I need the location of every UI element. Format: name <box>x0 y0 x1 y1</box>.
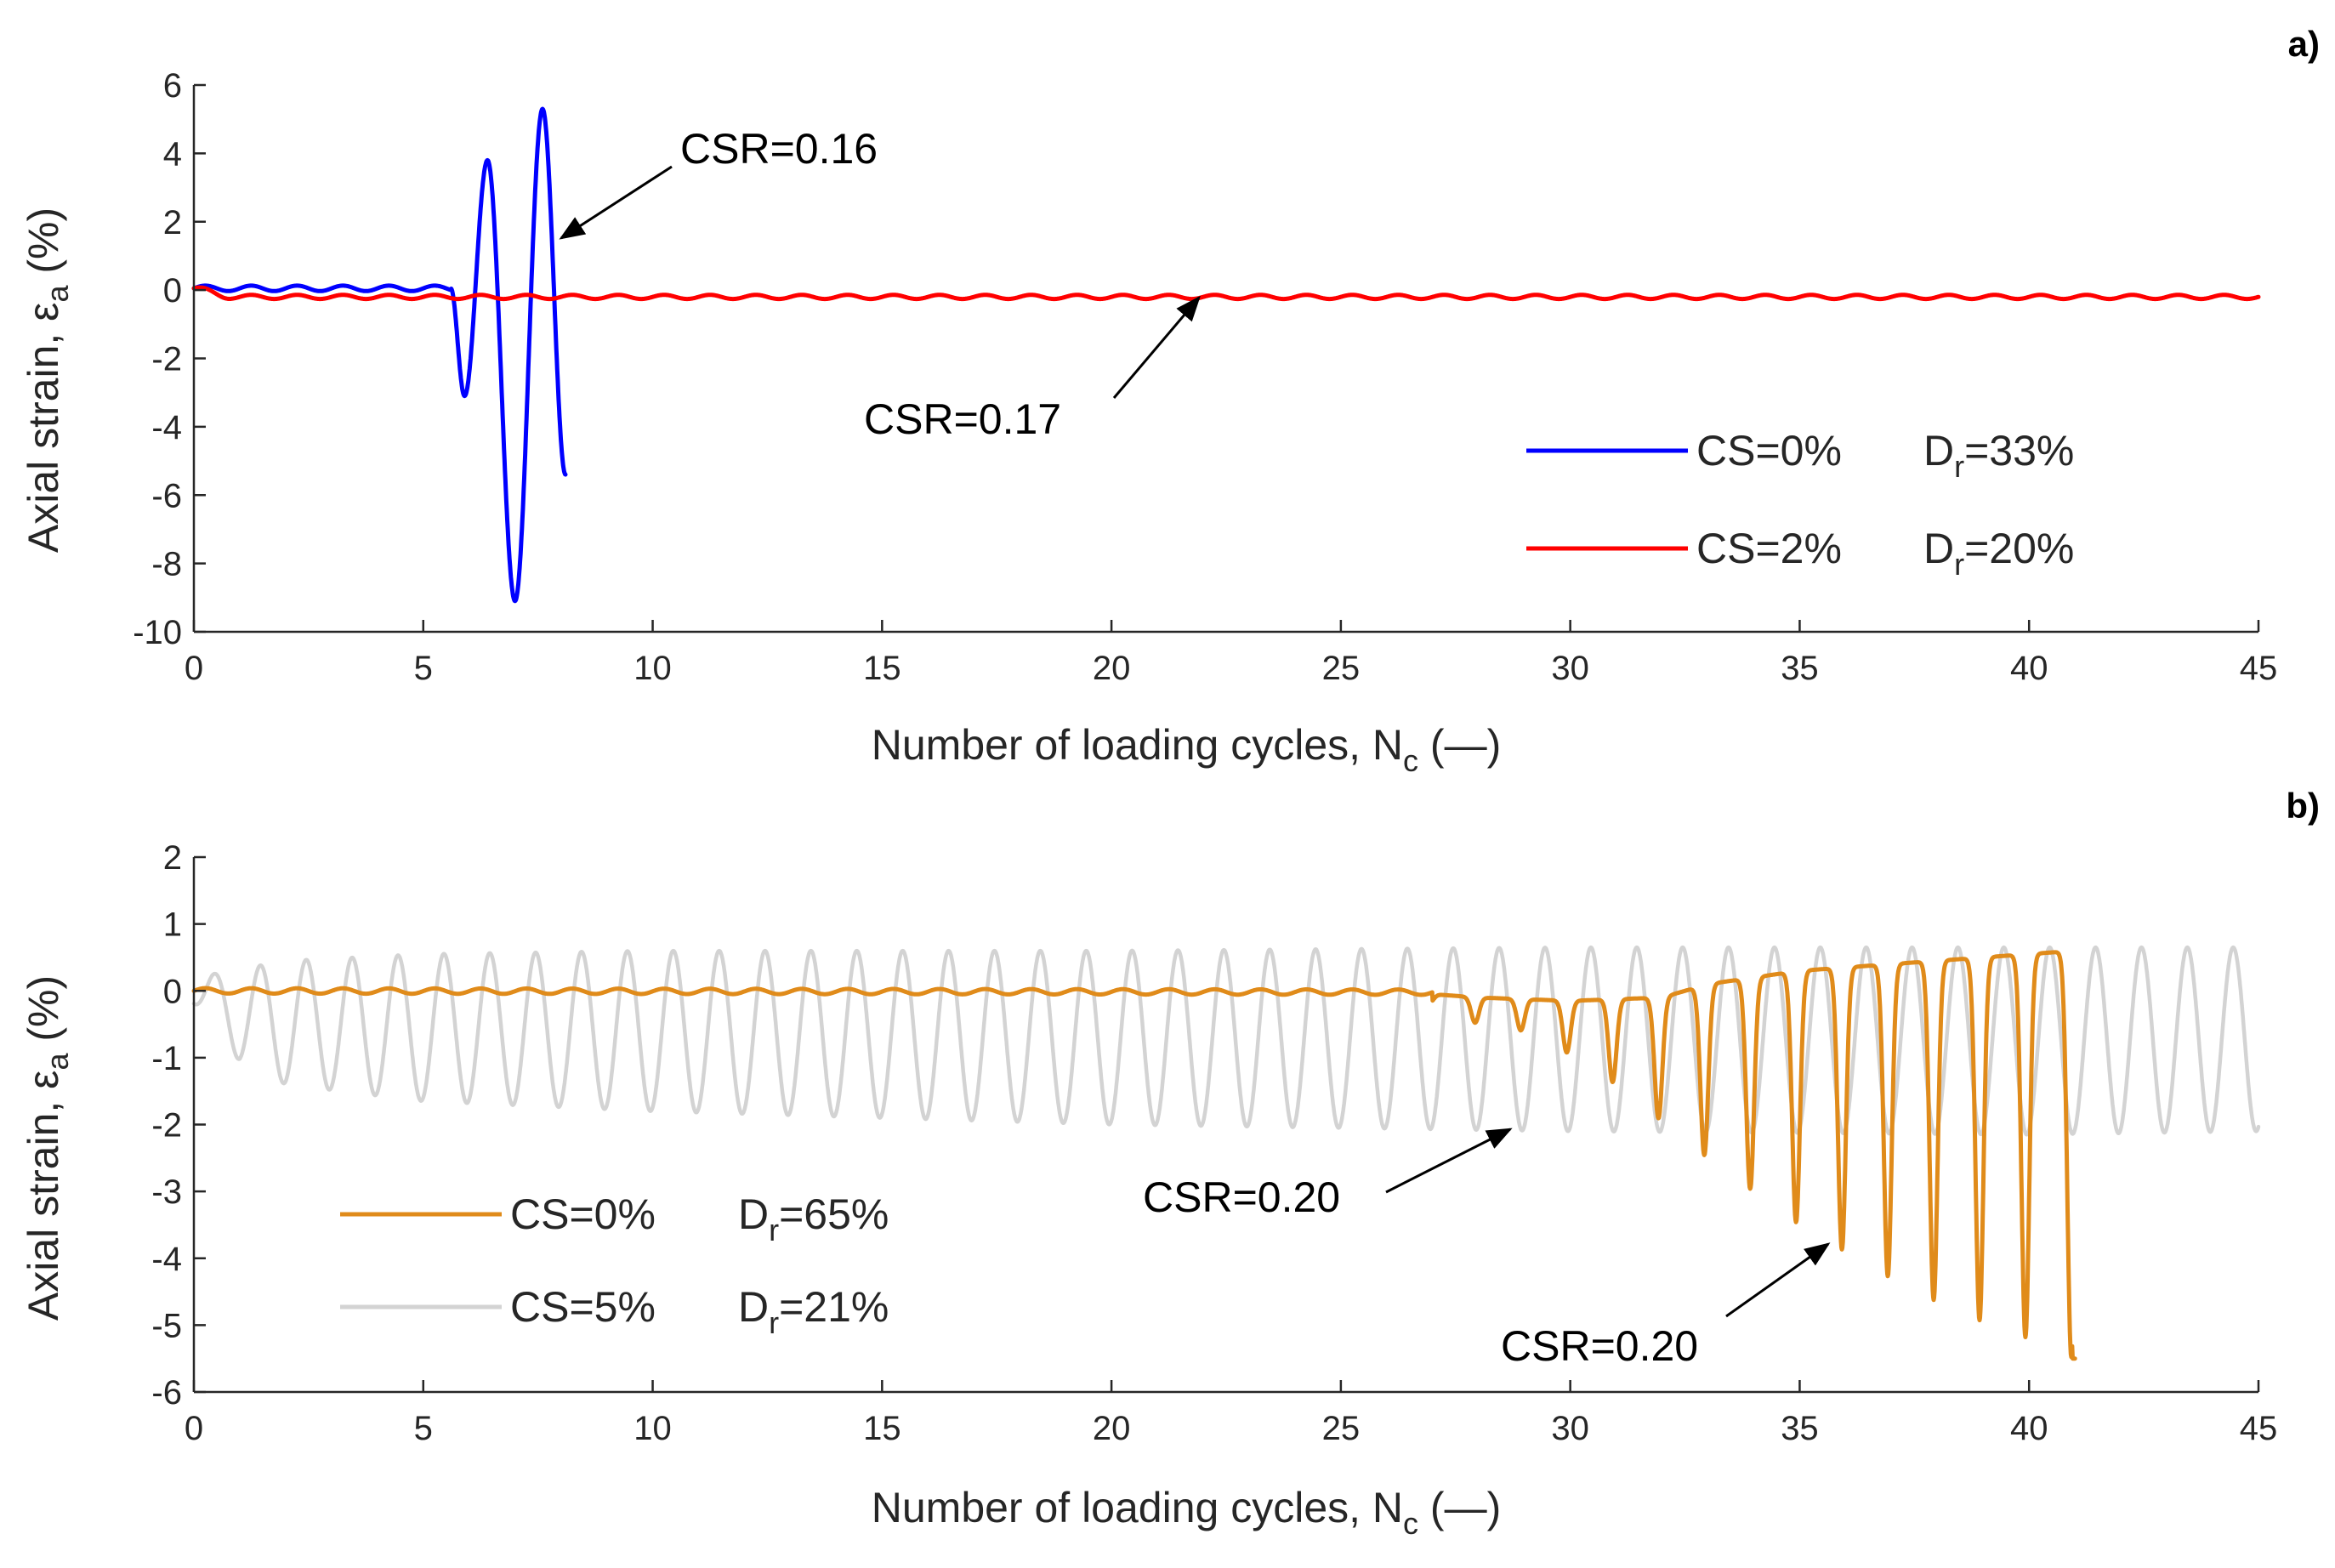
panel-b-xtick-label: 30 <box>1551 1410 1589 1447</box>
panel-a-xtick-label: 0 <box>185 650 203 687</box>
panel-a-ytick-label: -10 <box>133 614 182 651</box>
panel-a-ytick-label: 2 <box>163 204 182 241</box>
panel-b-ylabel: Axial strain, εa (%) <box>20 975 75 1321</box>
panel-a-xtick-label: 25 <box>1322 650 1361 687</box>
panel-b-series-1-line <box>191 950 2077 1361</box>
panel-a-ytick-label: -6 <box>151 477 182 514</box>
panel-b: b) 0 5 10 15 20 25 30 35 40 45 -6 -5 -4 -3 -2 -1 0 1 2 Axi… <box>20 786 2320 1541</box>
panel-b-ytick-label: -4 <box>151 1241 182 1278</box>
annotation-csr-016-arrow <box>559 165 673 240</box>
panel-a-xtick-label: 45 <box>2240 650 2278 687</box>
annotation-csr-020-gray-arrow <box>1385 1128 1513 1194</box>
panel-a-ytick-label: -2 <box>151 341 182 378</box>
panel-b-ytick-label: -2 <box>151 1107 182 1145</box>
panel-a-label: a) <box>2288 24 2320 64</box>
panel-b-xtick-label: 0 <box>185 1410 203 1447</box>
panel-b-xtick-label: 45 <box>2240 1410 2278 1447</box>
panel-b-ytick-label: -5 <box>151 1307 182 1344</box>
legend-label-cs0-dr33: CS=0% Dr=33% <box>1696 427 2074 484</box>
panel-a-ylabel: Axial strain, εa (%) <box>20 207 75 553</box>
annotation-csr-020-gray: CSR=0.20 <box>1143 1173 1340 1221</box>
panel-a-ytick-label: 4 <box>163 135 182 173</box>
panel-b-ticks: 0 5 10 15 20 25 30 35 40 45 -6 -5 -4 -3 -2 -1 0 1 2 <box>151 839 2277 1447</box>
panel-a-xtick-label: 20 <box>1093 650 1131 687</box>
annotation-csr-017: CSR=0.17 <box>864 395 1061 443</box>
panel-b-ytick-label: -1 <box>151 1040 182 1077</box>
panel-a-xtick-label: 15 <box>863 650 901 687</box>
panel-a-xtick-label: 40 <box>2010 650 2048 687</box>
panel-a-xtick-label: 35 <box>1781 650 1819 687</box>
panel-b-xlabel: Number of loading cycles, Nc (—) <box>872 1484 1501 1541</box>
panel-a-xtick-label: 10 <box>633 650 672 687</box>
annotation-csr-016: CSR=0.16 <box>680 125 878 173</box>
panel-a: a) 0 5 10 15 20 25 30 35 40 45 -10 -8 -6 -4 -2 0 2 4 6 Axi… <box>20 24 2320 778</box>
panel-a-ytick-label: -4 <box>151 409 182 446</box>
panel-b-label: b) <box>2286 786 2320 826</box>
legend-label-cs5-dr21: CS=5% Dr=21% <box>510 1283 889 1340</box>
panel-b-ytick-label: 1 <box>163 906 182 944</box>
legend-label-cs0-dr65: CS=0% Dr=65% <box>510 1190 889 1247</box>
panel-a-ytick-label: -8 <box>151 546 182 583</box>
panel-b-xtick-label: 20 <box>1093 1410 1131 1447</box>
panel-a-legend: CS=0% Dr=33% CS=2% Dr=20% <box>1526 427 2074 582</box>
panel-b-xtick-label: 15 <box>863 1410 901 1447</box>
panel-b-ytick-label: -3 <box>151 1173 182 1211</box>
annotation-csr-017-arrow <box>1112 295 1201 399</box>
panel-a-ytick-label: 0 <box>163 272 182 310</box>
panel-b-series <box>191 945 2261 1361</box>
panel-b-xtick-label: 10 <box>633 1410 672 1447</box>
panel-a-ytick-label: 6 <box>163 67 182 105</box>
panel-a-series-1-line <box>191 106 568 604</box>
panel-a-series <box>191 106 2261 604</box>
panel-b-xtick-label: 5 <box>414 1410 433 1447</box>
annotation-csr-020-orange: CSR=0.20 <box>1501 1322 1698 1370</box>
panel-b-xtick-label: 35 <box>1781 1410 1819 1447</box>
panel-a-xtick-label: 30 <box>1551 650 1589 687</box>
panel-a-xtick-label: 5 <box>414 650 433 687</box>
panel-b-xtick-label: 40 <box>2010 1410 2048 1447</box>
panel-b-series-2-line <box>191 945 2261 1137</box>
panel-a-series-2-line <box>191 285 2261 302</box>
panel-a-xlabel: Number of loading cycles, Nc (—) <box>872 721 1501 778</box>
panel-b-ytick-label: -6 <box>151 1374 182 1412</box>
annotation-csr-020-orange-arrow <box>1725 1242 1831 1318</box>
panel-a-ticks: 0 5 10 15 20 25 30 35 40 45 -10 -8 -6 -4 -2 0 2 4 6 <box>133 67 2277 687</box>
panel-b-ytick-label: 2 <box>163 839 182 877</box>
panel-b-ytick-label: 0 <box>163 973 182 1010</box>
panel-b-legend: CS=0% Dr=65% CS=5% Dr=21% <box>340 1190 889 1340</box>
legend-label-cs2-dr20: CS=2% Dr=20% <box>1696 525 2074 582</box>
panel-b-xtick-label: 25 <box>1322 1410 1361 1447</box>
